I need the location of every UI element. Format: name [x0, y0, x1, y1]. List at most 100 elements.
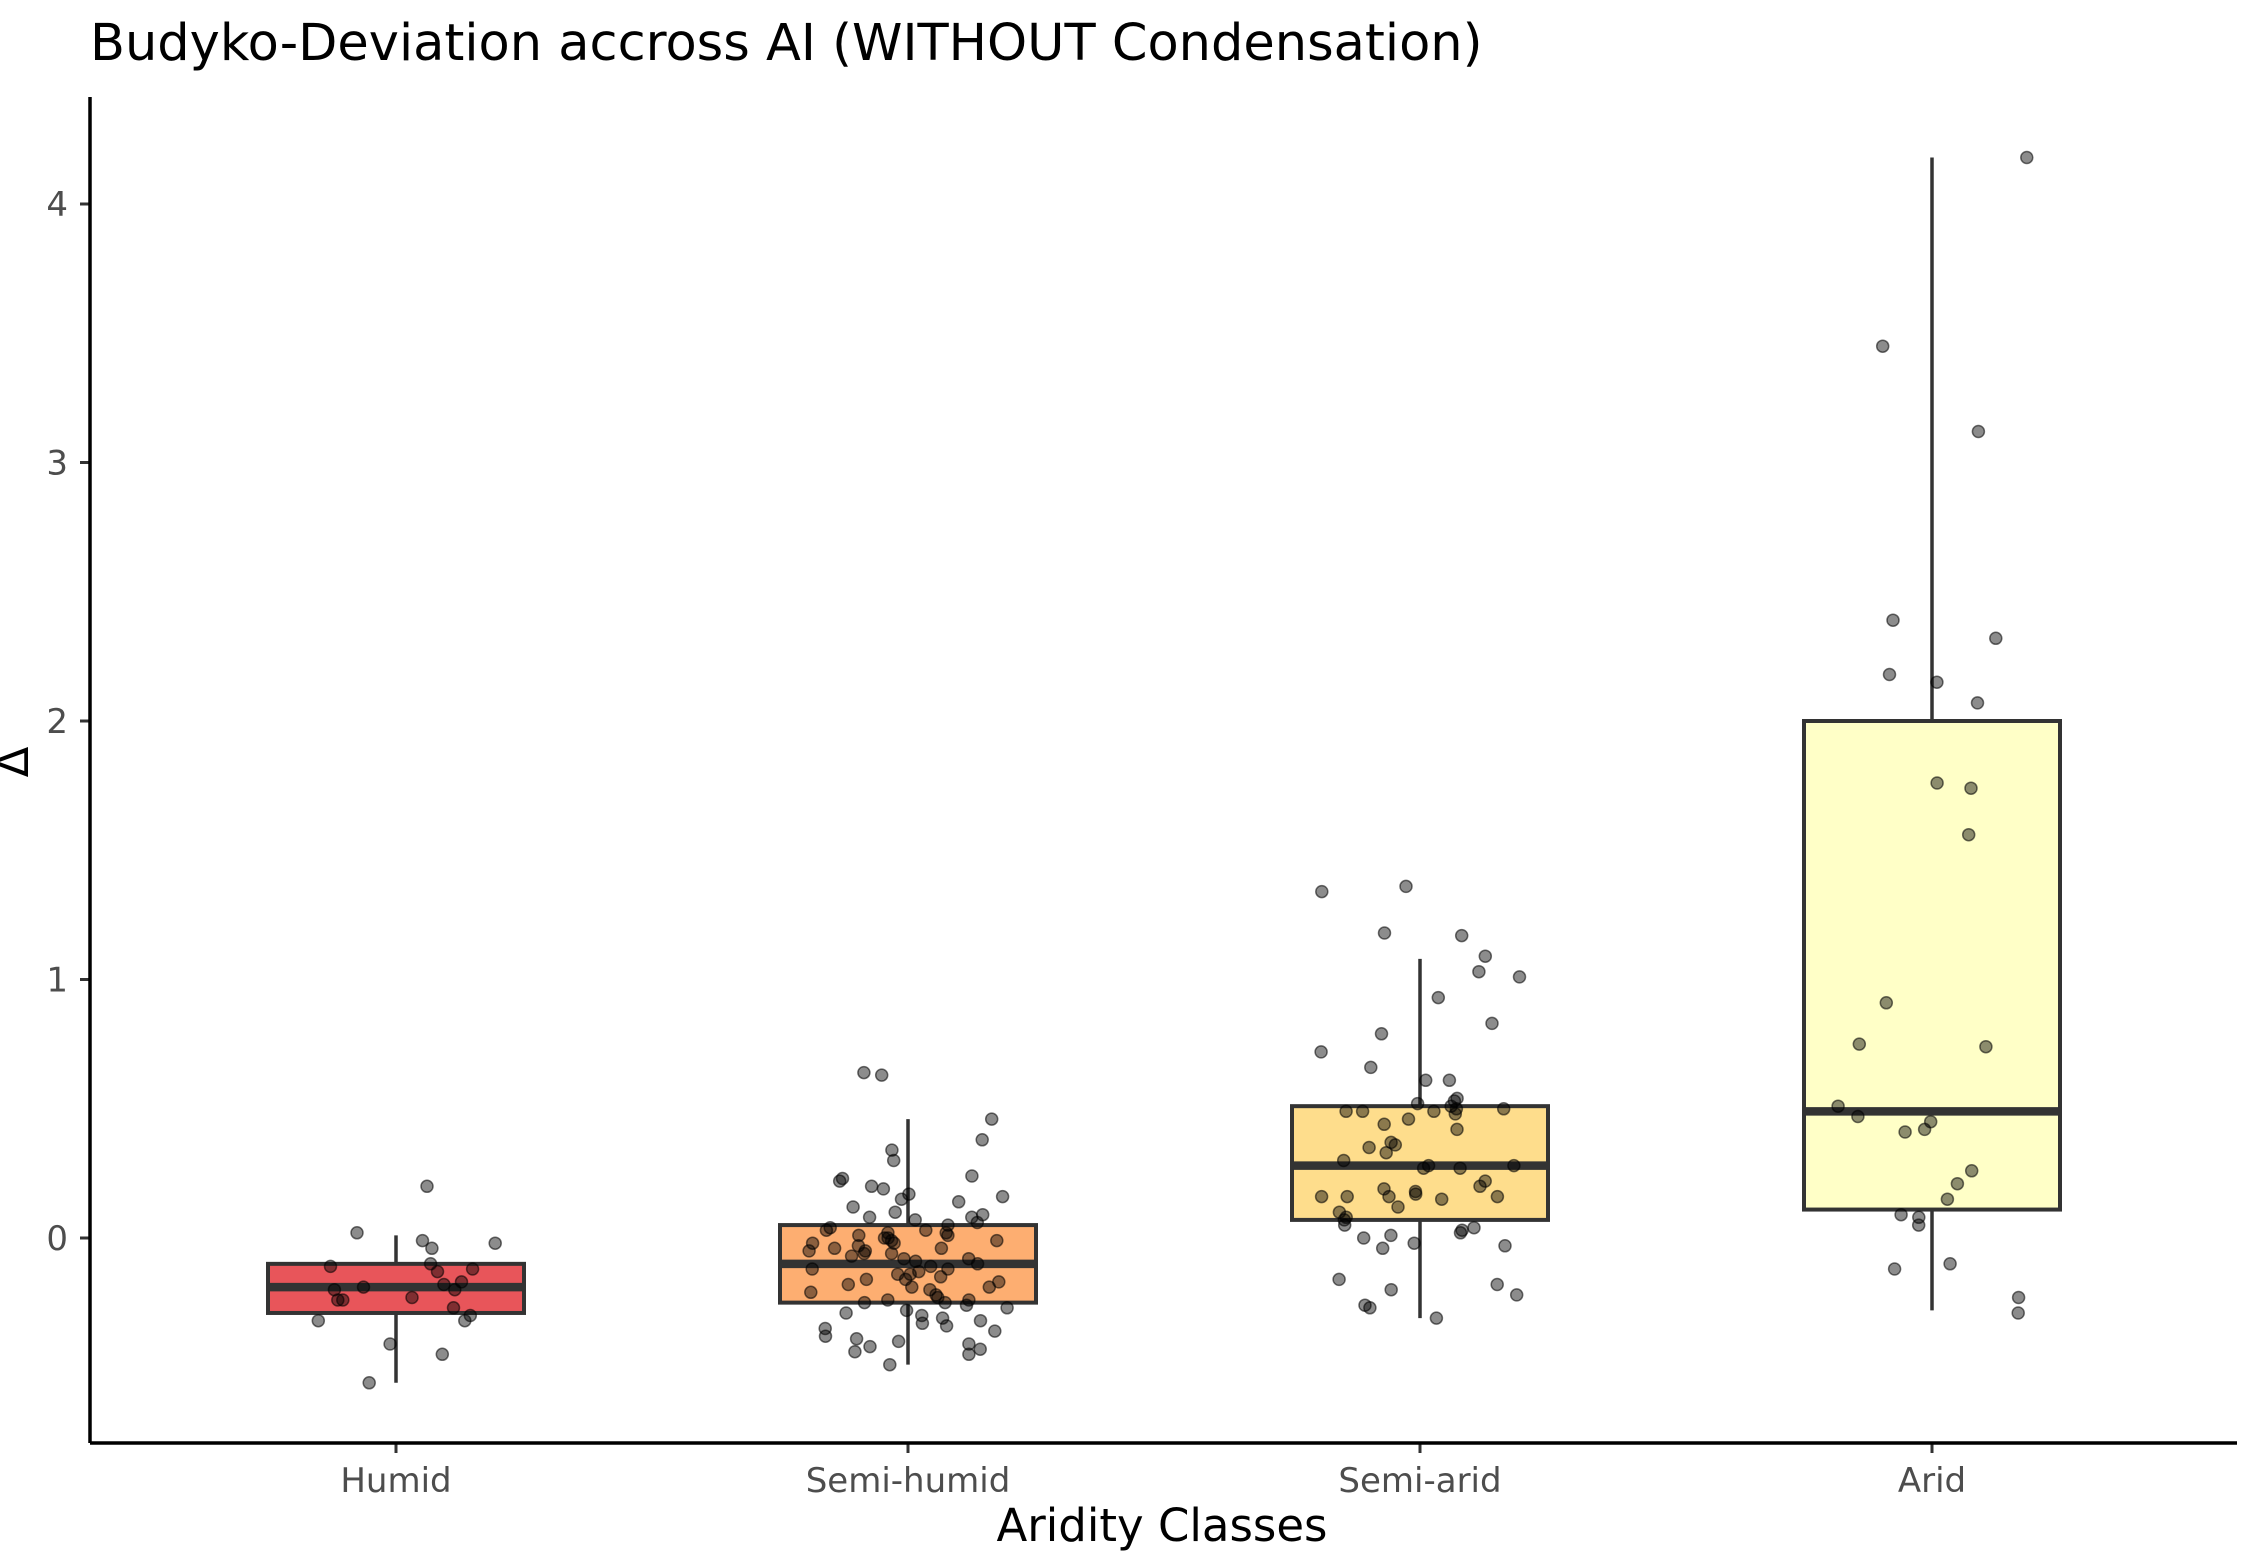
data-point [1917, 1122, 1932, 1137]
data-point [899, 1303, 914, 1318]
data-point [1485, 1016, 1499, 1031]
data-point [405, 1290, 419, 1305]
x-axis: Humid Semi-humid Semi-arid Arid [340, 1443, 1966, 1501]
data-point [2011, 1306, 2025, 1320]
data-point [1332, 1205, 1347, 1219]
data-point [1971, 424, 1986, 439]
data-point [1337, 1218, 1352, 1232]
data-point [988, 1324, 1002, 1338]
data-point [973, 1313, 988, 1328]
data-point [1490, 1277, 1504, 1292]
box-layer [266, 157, 2062, 1383]
data-point [818, 1329, 833, 1343]
y-tick-label: 1 [46, 961, 68, 1001]
data-point [465, 1262, 480, 1276]
data-point [1507, 1158, 1521, 1173]
data-point [1377, 1117, 1391, 1132]
data-point [1391, 1200, 1405, 1214]
data-point [935, 1311, 950, 1325]
data-point [908, 1213, 922, 1227]
data-point [941, 1228, 955, 1243]
data-point [1332, 1272, 1346, 1287]
data-point [1431, 990, 1446, 1005]
data-point [350, 1226, 364, 1240]
data-point [1979, 1039, 1993, 1054]
data-point [894, 1192, 909, 1206]
data-point [923, 1259, 938, 1274]
data-point [965, 1169, 979, 1183]
data-point [1314, 1189, 1329, 1204]
data-point [827, 1241, 842, 1256]
box-arid [1802, 157, 2062, 1311]
data-point [1964, 1164, 1979, 1178]
data-point [915, 1316, 930, 1331]
data-point [1374, 1027, 1389, 1041]
data-point [1377, 926, 1392, 940]
y-axis: 0 1 2 3 4 [46, 185, 90, 1259]
box-humid [266, 1235, 526, 1383]
data-point [919, 1223, 933, 1237]
data-point [1356, 1231, 1371, 1245]
data-point [970, 1257, 985, 1271]
data-point [1852, 1037, 1867, 1051]
data-point [962, 1347, 976, 1362]
data-point [933, 1270, 948, 1284]
data-point [881, 1293, 895, 1307]
box-rect [1802, 719, 2062, 1212]
data-point [1434, 1192, 1449, 1206]
data-point [1930, 675, 1944, 689]
data-point [844, 1249, 859, 1263]
data-point [1427, 1104, 1441, 1119]
data-point [1362, 1140, 1376, 1155]
data-point [1388, 1138, 1403, 1152]
data-point [1453, 1161, 1467, 1175]
data-point [886, 1153, 901, 1168]
data-point [995, 1189, 1010, 1204]
data-point [841, 1277, 856, 1292]
data-point [1478, 949, 1493, 963]
data-point [1339, 1104, 1353, 1119]
data-point [891, 1334, 906, 1349]
data-point [1467, 1220, 1481, 1235]
data-point [1442, 1073, 1457, 1088]
data-point [1375, 1241, 1390, 1256]
data-point [331, 1293, 345, 1307]
data-point [970, 1215, 985, 1230]
x-tick-label: Semi-humid [806, 1461, 1011, 1501]
data-point [1418, 1073, 1433, 1088]
data-point [938, 1295, 952, 1310]
data-point [1000, 1301, 1014, 1315]
data-point [1498, 1239, 1512, 1253]
jitter-points-layer [311, 150, 2034, 1390]
y-tick-label: 0 [46, 1219, 68, 1259]
data-point [1337, 1213, 1352, 1227]
data-point [1450, 1122, 1464, 1137]
data-point [435, 1347, 450, 1362]
data-point [1509, 1288, 1524, 1302]
data-point [1875, 339, 1890, 353]
data-point [897, 1251, 911, 1266]
x-axis-title: Aridity Classes [997, 1499, 1328, 1552]
data-point [311, 1313, 326, 1328]
data-point [1336, 1153, 1351, 1168]
data-point [356, 1280, 371, 1294]
data-point [1882, 667, 1897, 682]
data-point [934, 1241, 949, 1256]
data-point [1364, 1060, 1378, 1075]
data-point [1379, 1145, 1393, 1160]
data-point [446, 1301, 461, 1315]
data-point [939, 1319, 954, 1333]
data-point [323, 1259, 338, 1274]
data-point [1911, 1218, 1926, 1232]
data-point [1473, 1179, 1487, 1194]
x-tick-label: Arid [1898, 1461, 1966, 1501]
data-point [1384, 1228, 1398, 1243]
data-point [1512, 970, 1527, 984]
data-point [819, 1223, 834, 1237]
data-point [437, 1277, 451, 1292]
data-point [448, 1282, 462, 1297]
data-point [859, 1272, 874, 1287]
data-point [1831, 1099, 1845, 1113]
data-point [905, 1280, 919, 1294]
